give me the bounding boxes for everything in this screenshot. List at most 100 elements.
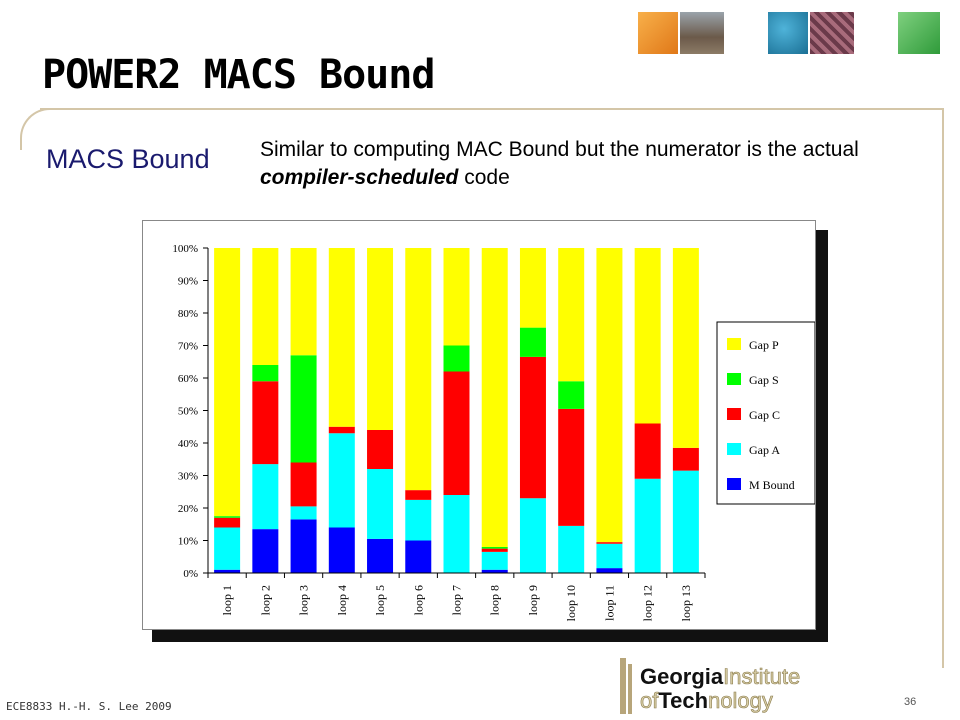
bar-segment	[405, 248, 432, 491]
y-tick-label: 0%	[183, 568, 198, 580]
bar-segment	[672, 447, 699, 471]
bar-segment	[519, 327, 546, 357]
bar-segment	[367, 430, 394, 469]
bar-segment	[519, 356, 546, 499]
bar-segment	[252, 529, 279, 573]
frame-top-line	[40, 108, 944, 110]
bar-segment	[634, 478, 661, 573]
bar-segment	[214, 248, 241, 517]
y-tick-label: 40%	[178, 438, 198, 450]
bar-segment	[328, 248, 355, 427]
bar-segment	[405, 540, 432, 573]
bar-segment	[481, 548, 508, 552]
bar-segment	[519, 248, 546, 328]
bar-segment	[481, 551, 508, 570]
frame-right-line	[942, 108, 944, 668]
chart-container: 0% 10% 20% 30% 40% 50% 60% 70% 80% 90% 100% loop 1 l…	[142, 220, 816, 630]
bar-segment	[634, 423, 661, 479]
x-tick-label: loop 4	[335, 585, 349, 615]
bar-segment	[290, 506, 317, 520]
bar-segment	[290, 462, 317, 507]
slide-title: POWER2 MACS Bound	[42, 52, 435, 98]
y-tick-label: 60%	[178, 373, 198, 385]
y-tick-label: 90%	[178, 276, 198, 288]
description-part1: Similar to computing MAC Bound but the n…	[260, 138, 859, 161]
bar-segment	[367, 469, 394, 539]
bar-segment	[290, 248, 317, 356]
section-heading: MACS Bound	[46, 144, 210, 174]
bar-segment	[596, 543, 623, 569]
bar-segment	[443, 371, 470, 495]
legend-swatch	[727, 478, 741, 490]
bar-segment	[443, 248, 470, 346]
bar-segment	[634, 248, 661, 424]
legend-label: M Bound	[749, 478, 795, 492]
y-tick-label: 20%	[178, 503, 198, 515]
georgia-tech-logo: GeorgiaInstitute ofTechnology	[620, 658, 800, 714]
bar-segment	[481, 248, 508, 547]
legend-swatch	[727, 443, 741, 455]
description-part2: code	[458, 166, 510, 189]
bar-segment	[328, 426, 355, 434]
x-tick-label: loop 6	[411, 585, 425, 615]
logo-tower-right	[628, 664, 632, 714]
bar-segment	[367, 248, 394, 430]
bar-segment	[672, 248, 699, 448]
logo-text-line2: ofTechnology	[640, 688, 773, 713]
description: Similar to computing MAC Bound but the n…	[260, 136, 900, 192]
bar-segment	[214, 516, 241, 518]
x-tick-label: loop 12	[641, 585, 655, 621]
y-tick-label: 100%	[172, 243, 198, 255]
legend-swatch	[727, 408, 741, 420]
x-tick-label: loop 3	[297, 585, 311, 615]
bar-segment	[214, 517, 241, 528]
y-tick-label: 30%	[178, 471, 198, 483]
header-thumbnail-orange	[638, 12, 678, 54]
header-thumbnail-circuit	[810, 12, 854, 54]
bar-segment	[405, 490, 432, 500]
x-tick-label: loop 7	[450, 585, 464, 615]
header-thumbnail-green	[898, 12, 940, 54]
legend-label: Gap C	[749, 408, 780, 422]
bar-segment	[214, 569, 241, 573]
bar-segment	[596, 248, 623, 543]
x-tick-label: loop 5	[373, 585, 387, 615]
bar-segment	[252, 464, 279, 530]
legend-label: Gap A	[749, 443, 780, 457]
bar-segment	[481, 547, 508, 549]
bar-segment	[558, 381, 585, 409]
bar-segment	[672, 470, 699, 573]
y-tick-label: 70%	[178, 341, 198, 353]
bar-segment	[252, 365, 279, 382]
x-tick-label: loop 9	[526, 585, 540, 615]
bar-segment	[290, 519, 317, 573]
x-tick-label: loop 2	[258, 585, 272, 615]
bar-segment	[596, 568, 623, 573]
footer-text: ECE8833 H.-H. S. Lee 2009	[6, 700, 172, 713]
logo-tower-left	[620, 658, 626, 714]
header-thumbnail-blue	[768, 12, 808, 54]
x-tick-label: loop 8	[488, 585, 502, 615]
legend-swatch	[727, 373, 741, 385]
bar-segment	[367, 538, 394, 573]
bar-segment	[558, 525, 585, 573]
description-emphasis: compiler-scheduled	[260, 166, 459, 189]
legend-label: Gap P	[749, 338, 779, 352]
x-tick-label: loop 13	[679, 585, 693, 621]
y-tick-label: 50%	[178, 406, 198, 418]
bar-segment	[596, 542, 623, 544]
header-thumbnail-campus	[680, 12, 724, 54]
legend-swatch	[727, 338, 741, 350]
bar-segment	[443, 345, 470, 372]
bar-segment	[558, 408, 585, 526]
y-tick-label: 10%	[178, 536, 198, 548]
x-tick-label: loop 1	[220, 585, 234, 615]
bar-segment	[558, 248, 585, 382]
page-number: 36	[904, 696, 917, 708]
bar-segment	[252, 381, 279, 465]
bar-segment	[519, 498, 546, 573]
x-tick-label: loop 11	[602, 585, 616, 621]
bar-segment	[328, 433, 355, 528]
bar-segment	[290, 355, 317, 463]
bar-segment	[443, 495, 470, 573]
